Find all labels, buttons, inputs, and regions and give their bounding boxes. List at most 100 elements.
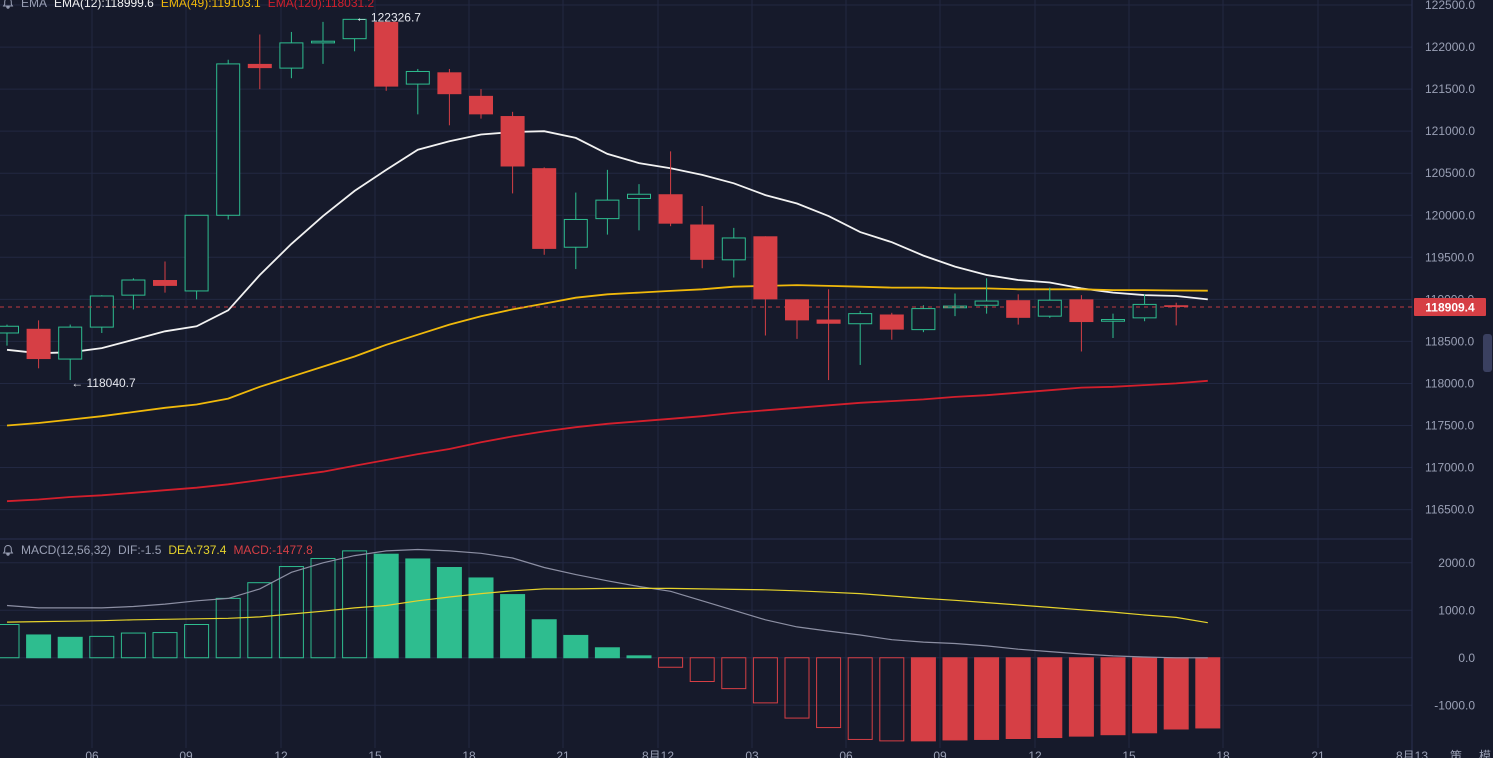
candle-body xyxy=(848,313,873,325)
macd-histogram-bar xyxy=(1068,657,1094,737)
price-scale-handle[interactable] xyxy=(1483,334,1492,372)
time-tick-label: 策 xyxy=(1450,749,1462,758)
candle-up xyxy=(848,311,873,365)
price-tick-label: 117000.0 xyxy=(1425,461,1474,475)
ema12-legend-value: EMA(12):118999.6 xyxy=(54,0,154,10)
ema-line-1 xyxy=(6,284,1208,427)
candle-body xyxy=(1164,305,1189,307)
current-price-line: 118909.4 xyxy=(0,297,1486,316)
candle-body xyxy=(1132,303,1157,319)
time-tick-label: 18 xyxy=(1216,749,1230,758)
candle-down xyxy=(753,236,778,336)
time-tick-label: 06 xyxy=(839,749,853,758)
macd-histogram-bar xyxy=(468,577,494,659)
time-tick-label: 12 xyxy=(1028,749,1042,758)
candle-down xyxy=(153,261,177,293)
candle-down xyxy=(785,299,809,339)
macd-histogram-bar xyxy=(57,636,83,659)
time-tick-label: 8月13 xyxy=(1396,749,1428,758)
macd-histogram-bar xyxy=(120,632,146,659)
macd-histogram-bar xyxy=(247,582,273,659)
candle-body xyxy=(627,193,651,199)
macd-histogram-bar xyxy=(816,657,842,729)
candle-body xyxy=(121,279,146,296)
candle-down xyxy=(879,312,904,340)
time-tick-label: 8月12 xyxy=(642,749,674,758)
dif-legend-value: DIF:-1.5 xyxy=(118,543,162,557)
candle-up xyxy=(89,295,114,333)
bell-icon[interactable] xyxy=(2,544,14,556)
candle-down xyxy=(690,206,715,269)
bell-icon[interactable] xyxy=(2,0,14,9)
candle-down xyxy=(26,320,51,369)
candle-body xyxy=(721,237,746,261)
candle-down xyxy=(1069,295,1094,352)
time-tick-label: 15 xyxy=(368,749,382,758)
macd-histogram-bar xyxy=(1163,657,1189,730)
price-axis[interactable]: 116500.0 117000.0 117500.0 118000.0 118500.0… xyxy=(1425,0,1475,517)
candle-body xyxy=(311,40,335,44)
candle-up xyxy=(0,324,19,346)
candle-down xyxy=(658,151,683,227)
time-axis[interactable]: 06 09 12 15 18 21 8月12 03 06 09 12 15 18 21 8月13 策 模 xyxy=(85,749,1491,758)
candle-down xyxy=(500,111,525,194)
price-annotation: ← 118040.7 xyxy=(71,376,136,390)
price-tick-label: 122000.0 xyxy=(1425,40,1475,54)
candle-body xyxy=(405,70,430,85)
ema-legend-name: EMA xyxy=(21,0,48,10)
macd-histogram-bar xyxy=(847,657,873,740)
macd-tick-label: 0.0 xyxy=(1458,651,1475,665)
macd-tick-label: -1000.0 xyxy=(1434,698,1475,712)
price-tick-label: 116500.0 xyxy=(1425,503,1474,517)
candle-up xyxy=(595,169,620,235)
candle-body xyxy=(153,280,177,286)
macd-histogram-bar xyxy=(89,635,115,659)
candles xyxy=(0,18,1189,381)
price-tick-label: 118000.0 xyxy=(1425,376,1474,390)
ema49-legend-value: EMA(49):119103.1 xyxy=(160,0,261,10)
macd-histogram-bar xyxy=(152,632,178,659)
macd-legend-value: MACD:-1477.8 xyxy=(233,543,313,557)
candle-body xyxy=(374,21,399,87)
time-tick-label: 18 xyxy=(462,749,476,758)
price-tick-label: 121000.0 xyxy=(1425,124,1475,138)
candle-up xyxy=(721,227,746,278)
price-annotation: ← 122326.7 xyxy=(356,11,422,25)
candle-up xyxy=(911,305,936,333)
candle-down xyxy=(247,34,272,90)
macd-histogram-bar xyxy=(721,657,747,690)
candle-body xyxy=(974,300,999,306)
macd-axis[interactable]: -1000.0 0.0 1000.0 2000.0 xyxy=(1434,556,1475,713)
macd-histogram-bar xyxy=(405,558,431,659)
candle-body xyxy=(437,72,462,95)
price-tick-label: 120000.0 xyxy=(1425,208,1475,222)
candle-body xyxy=(89,295,114,328)
candle-body xyxy=(563,218,588,248)
ema120-legend-value: EMA(120):118031.2 xyxy=(267,0,375,10)
candle-up xyxy=(311,21,335,64)
price-tick-label: 119500.0 xyxy=(1425,250,1474,264)
candle-down xyxy=(374,20,399,91)
candle-body xyxy=(1069,299,1094,323)
candle-up xyxy=(405,68,430,115)
price-tick-label: 120500.0 xyxy=(1425,166,1475,180)
candle-body xyxy=(216,63,241,216)
time-tick-label: 12 xyxy=(274,749,288,758)
candle-up xyxy=(1037,287,1062,318)
candle-up xyxy=(342,18,367,52)
ema-legend: EMA EMA(12):118999.6 EMA(49):119103.1 EM… xyxy=(2,0,374,10)
ema-line-2 xyxy=(6,379,1208,503)
macd-histogram-bar xyxy=(278,566,304,659)
candle-body xyxy=(469,95,493,115)
ema-line-0 xyxy=(6,130,1208,355)
candle-body xyxy=(595,199,620,220)
macd-histogram-bar xyxy=(942,657,968,741)
candle-body xyxy=(879,314,904,330)
macd-histogram-bar xyxy=(1037,657,1063,739)
macd-histogram-bar xyxy=(658,657,684,668)
macd-histogram-bar xyxy=(689,657,715,682)
macd-histogram-bar xyxy=(0,624,20,659)
candle-body xyxy=(690,224,715,260)
time-tick-label: 21 xyxy=(556,749,570,758)
